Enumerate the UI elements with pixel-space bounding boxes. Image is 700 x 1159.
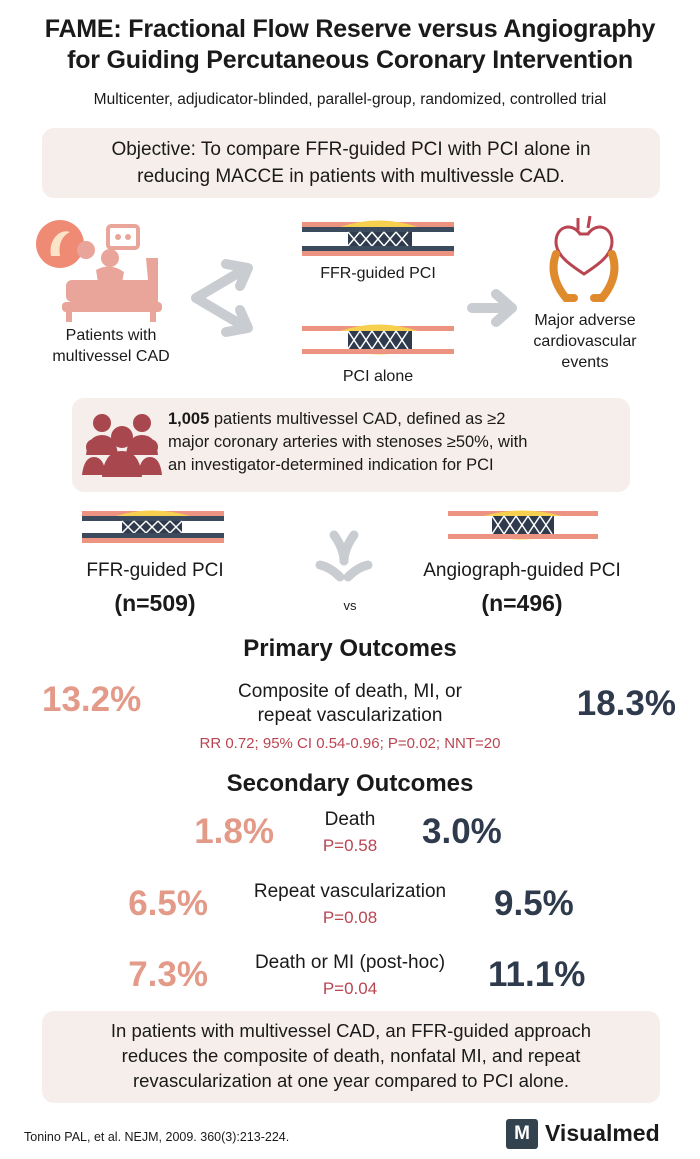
conclusion-text: In patients with multivessel CAD, an FFR… (110, 1020, 592, 1091)
outcome-label: Major adverse cardiovascular events (533, 312, 637, 371)
visualmed-logo-icon: M (506, 1119, 538, 1149)
stent-artery-icon (302, 220, 454, 256)
conclusion-box (42, 1011, 660, 1103)
citation: Tonino PAL, et al. NEJM, 2009. 360(3):21… (24, 1130, 290, 1144)
death-mi-angio-value: 11.1% (488, 955, 586, 994)
population-box (72, 398, 630, 492)
death-angio-value: 3.0% (422, 812, 502, 851)
page-subtitle: Multicenter, adjudicator-blinded, parall… (93, 91, 607, 108)
heart-hands-icon (549, 215, 619, 302)
angio-arm-name: Angiograph-guided PCI (423, 560, 621, 581)
primary-stats: RR 0.72; 95% CI 0.54-0.96; P=0.02; NNT=2… (199, 735, 501, 752)
stent-artery-icon (448, 510, 598, 540)
revasc-angio-value: 9.5% (494, 884, 574, 923)
vs-label: vs (343, 598, 357, 613)
stent-artery-icon (302, 324, 454, 355)
angio-arm-n: (n=496) (481, 590, 563, 616)
people-group-icon (82, 414, 162, 477)
primary-label: Composite of death, MI, or repeat vascul… (238, 681, 462, 726)
secondary-heading: Secondary Outcomes (226, 770, 474, 797)
design-illustration (36, 215, 619, 355)
death-mi-ffr-value: 7.3% (128, 955, 208, 994)
page-title: FAME: Fractional Flow Reserve versus Ang… (44, 15, 656, 74)
death-p: P=0.58 (322, 836, 378, 855)
revasc-p: P=0.08 (322, 908, 378, 927)
death-ffr-value: 1.8% (194, 812, 274, 851)
revasc-label: Repeat vascularization (253, 881, 447, 902)
death-label: Death (324, 809, 376, 830)
arm2-label: PCI alone (342, 368, 414, 385)
ffr-arm-name: FFR-guided PCI (86, 560, 224, 581)
death-mi-label: Death or MI (post-hoc) (254, 952, 446, 973)
right-arrow-icon (467, 289, 517, 327)
objective-box: Objective: To compare FFR-guided PCI wit… (42, 128, 660, 198)
ffr-arm-n: (n=509) (114, 590, 196, 616)
death-mi-p: P=0.04 (322, 979, 378, 998)
patients-label: Patients with multivessel CAD (52, 327, 170, 365)
patient-bed-icon (36, 220, 162, 322)
revasc-ffr-value: 6.5% (128, 884, 208, 923)
merge-arrow-icon (315, 530, 373, 582)
primary-angio-value: 18.3% (576, 684, 676, 723)
arm1-label: FFR-guided PCI (320, 265, 436, 282)
primary-heading: Primary Outcomes (243, 635, 457, 662)
split-arrow-icon (191, 259, 253, 337)
arms-illustration (82, 510, 598, 582)
brand-name: Visualmed (545, 1120, 660, 1146)
primary-ffr-value: 13.2% (42, 680, 142, 719)
population-text: 1,005 patients multivessel CAD, defined … (168, 410, 528, 474)
stent-artery-icon (82, 510, 224, 543)
